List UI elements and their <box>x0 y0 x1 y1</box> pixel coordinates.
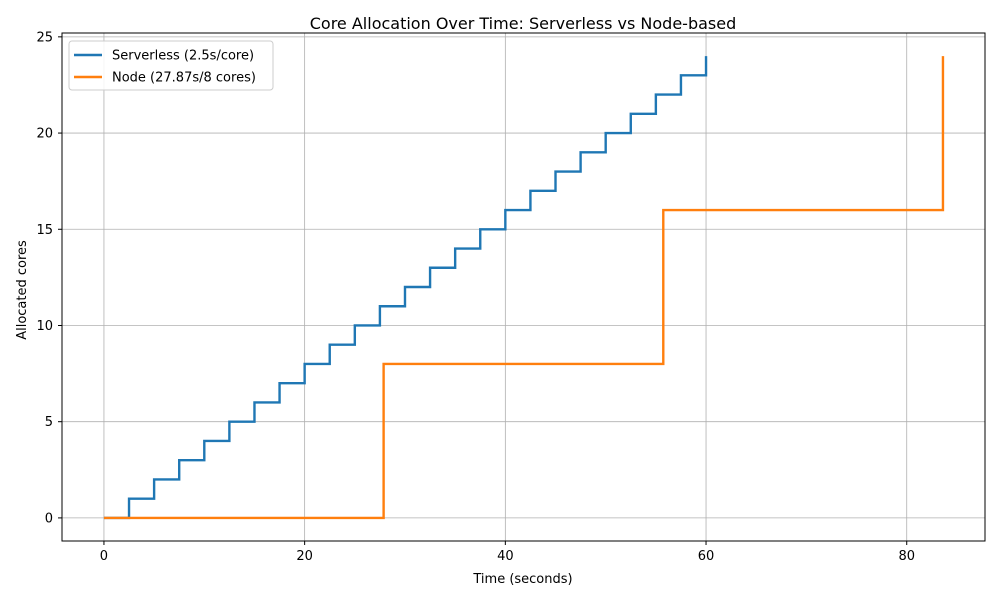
plot-frame <box>61 32 986 542</box>
x-tick-label: 0 <box>100 549 108 564</box>
legend: Serverless (2.5s/core) Node (27.87s/8 cor… <box>68 40 274 91</box>
x-tick-label: 80 <box>898 549 915 564</box>
legend-label-1: Node (27.87s/8 cores) <box>112 71 256 86</box>
y-tick-label: 20 <box>36 127 53 142</box>
series-line-1 <box>103 56 945 520</box>
legend-box <box>68 40 274 91</box>
y-tick-label: 25 <box>36 30 53 45</box>
y-tick-label: 15 <box>36 223 53 238</box>
x-tick-label: 60 <box>698 549 715 564</box>
chart-title: Core Allocation Over Time: Serverless vs… <box>310 14 737 33</box>
series-layer <box>103 56 945 520</box>
ticks: 0 20 40 60 80 0 5 10 15 20 25 <box>36 30 915 564</box>
grid <box>62 33 985 541</box>
x-tick-label: 40 <box>497 549 514 564</box>
legend-label-0: Serverless (2.5s/core) <box>112 49 254 64</box>
y-tick-label: 5 <box>45 415 53 430</box>
y-tick-label: 0 <box>45 511 53 526</box>
y-tick-label: 10 <box>36 319 53 334</box>
x-tick-label: 20 <box>296 549 313 564</box>
series-line-0 <box>103 56 708 520</box>
y-axis-label: Allocated cores <box>15 240 30 340</box>
x-axis-label: Time (seconds) <box>472 572 572 587</box>
